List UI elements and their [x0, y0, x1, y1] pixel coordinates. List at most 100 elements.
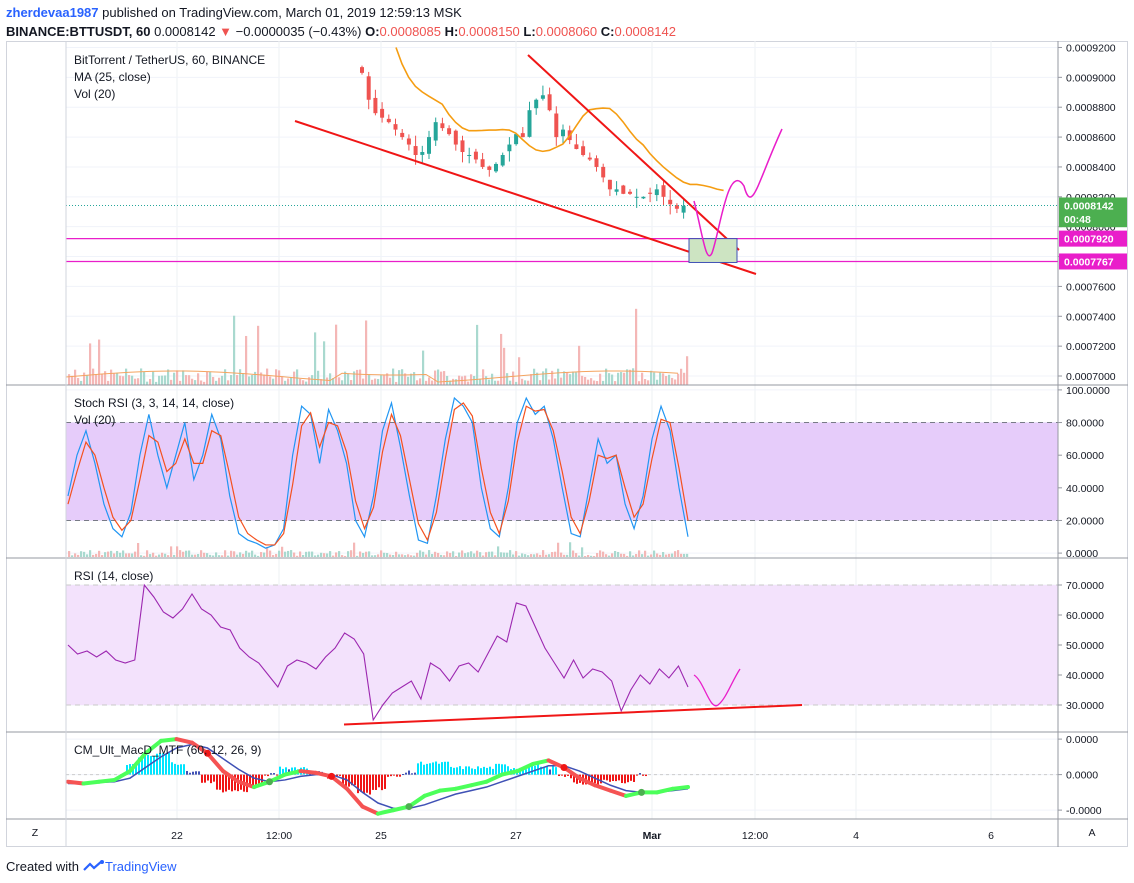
volume-bar: [359, 369, 362, 385]
stoch-volume-bar: [125, 553, 128, 557]
volume-bar: [650, 370, 653, 385]
volume-bar: [401, 369, 404, 385]
pane-separators: [6, 41, 1128, 847]
stoch-volume-bar: [377, 554, 380, 557]
candle-body: [634, 196, 639, 198]
macd-histogram-bar: [603, 774, 605, 780]
volume-bar: [155, 381, 158, 385]
volume-bar: [434, 370, 437, 385]
volume-bar: [263, 374, 266, 385]
volume-bar: [134, 378, 137, 385]
stoch-volume-bar: [305, 551, 308, 557]
volume-bar: [503, 347, 506, 385]
volume-bar: [203, 381, 206, 385]
candle-body: [661, 185, 666, 197]
macd-histogram-bar: [387, 774, 389, 777]
volume-bar: [86, 375, 89, 385]
volume-bar: [506, 373, 509, 385]
volume-bar: [512, 371, 515, 385]
volume-bar: [113, 373, 116, 385]
volume-bar: [278, 370, 281, 385]
volume-bar: [572, 371, 575, 385]
candle-body: [561, 129, 565, 137]
chart-canvas[interactable]: 0.0009200 0.0009000 0.0008800 0.0008600 0.00…: [6, 41, 1128, 847]
macd-histogram-bar: [450, 766, 452, 775]
macd-histogram-bar: [525, 769, 527, 775]
stoch-volume-bar: [455, 555, 458, 557]
stoch-volume-bar: [362, 552, 365, 557]
candle-body: [648, 192, 653, 194]
stoch-volume-bar: [254, 554, 257, 557]
macd-histogram-bar: [207, 774, 209, 781]
macd-histogram-bar: [159, 752, 161, 775]
macd-histogram-bar: [144, 754, 146, 775]
stoch-volume-bar: [239, 552, 242, 557]
macd-line-segment: [345, 786, 365, 809]
candle-body: [594, 158, 599, 167]
time-axis[interactable]: 22 12:00 25 27 Mar 12:00 4 6: [171, 830, 994, 842]
macd-line-segment: [453, 783, 473, 791]
volume-bar: [194, 380, 197, 385]
candle-body: [473, 151, 478, 160]
candle-body: [527, 110, 532, 137]
high-value: 0.0008150: [458, 24, 520, 39]
stoch-volume-bar: [164, 553, 167, 557]
stoch-volume-bar: [668, 553, 671, 557]
macd-histogram-bar: [612, 774, 614, 782]
close-label: C:: [600, 24, 615, 39]
macd-histogram-bar: [501, 764, 503, 775]
stoch-volume-bar: [398, 554, 401, 557]
volume-bar: [596, 381, 599, 385]
auto-scale-button[interactable]: A: [1088, 827, 1095, 839]
volume-bar: [149, 378, 152, 385]
volume-bar: [386, 373, 389, 385]
macd-histogram-bar: [366, 774, 368, 793]
volume-bar: [197, 373, 200, 385]
macd-histogram-bar: [354, 774, 356, 786]
macd-histogram-bar: [201, 774, 203, 783]
stoch-volume-bar: [530, 554, 533, 557]
stoch-volume-bar: [269, 550, 272, 557]
candle-body: [587, 157, 592, 160]
volume-bar: [140, 368, 143, 385]
stoch-volume-bar: [449, 552, 452, 557]
volume-bar: [74, 369, 77, 385]
volume-bar: [431, 380, 434, 385]
macd-histogram-bar: [444, 761, 446, 775]
rsi-ytick-1: 60.0000: [1066, 610, 1104, 622]
tradingview-link[interactable]: TradingView: [83, 859, 177, 874]
stoch-volume-bar: [185, 550, 188, 557]
price-tag-label-3: 0.0007767: [1064, 256, 1114, 268]
macd-histogram-bar: [636, 774, 638, 776]
volume-bar: [467, 381, 470, 385]
volume-bar: [308, 377, 311, 385]
macd-line-segment: [515, 761, 535, 774]
volume-bar: [161, 375, 164, 385]
macd-histogram-bar: [234, 774, 236, 791]
macd-line-segment: [221, 769, 241, 784]
macd-histogram-bar: [504, 764, 506, 775]
volume-bar: [176, 370, 179, 385]
volume-bar: [68, 374, 71, 385]
stoch-volume-bar: [428, 550, 431, 557]
volume-bar: [275, 369, 278, 385]
volume-bar: [407, 376, 410, 385]
macd-histogram-bar: [615, 774, 617, 782]
xtick-3: 27: [510, 830, 522, 842]
xtick-0: 22: [171, 830, 183, 842]
macd-histogram-bar: [357, 774, 359, 794]
stoch-pane-title: Stoch RSI (3, 3, 14, 14, close): [74, 396, 234, 410]
macd-histogram-bar: [435, 761, 437, 775]
stoch-volume-bar: [485, 552, 488, 557]
volume-bar: [143, 371, 146, 385]
last-price: 0.0008142: [154, 24, 216, 39]
macd-line-segment: [128, 751, 148, 774]
stoch-volume-bar: [365, 551, 368, 557]
author-link[interactable]: zherdevaa1987: [6, 5, 99, 20]
zoom-button[interactable]: Z: [32, 827, 39, 839]
stoch-volume-bar: [323, 553, 326, 557]
rsi-band: [66, 585, 1058, 705]
rsi-ytick-0: 70.0000: [1066, 580, 1104, 592]
stoch-volume-bar: [416, 552, 419, 557]
stoch-volume-bar: [533, 554, 536, 557]
